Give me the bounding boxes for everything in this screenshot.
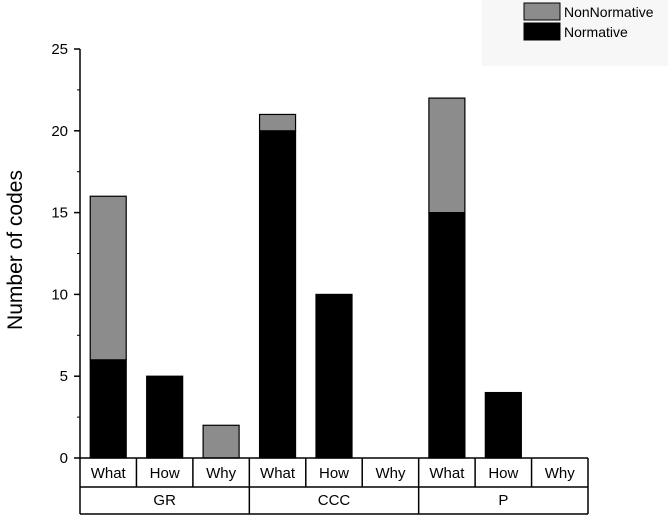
bar-normative-gr-how [146, 375, 184, 459]
bars [89, 97, 522, 459]
legend: NonNormative Normative [482, 0, 668, 66]
y-tick-label: 25 [51, 41, 68, 58]
bar-nonnormative-gr-what [89, 195, 127, 361]
legend-label-normative: Normative [564, 24, 628, 40]
x-category-label: What [91, 465, 127, 482]
x-group-label: P [498, 492, 508, 509]
bar-normative-p-what [428, 212, 466, 459]
bar-normative-ccc-what [258, 130, 297, 459]
legend-background [482, 0, 668, 66]
x-category-label: How [319, 465, 349, 482]
x-group-label: CCC [318, 492, 351, 509]
y-axis-ticks: 0 5 10 15 20 25 [51, 41, 80, 467]
bar-normative-gr-what [89, 359, 127, 459]
x-axis-labels: What How Why What How Why What How Why GR CCC P [91, 465, 576, 509]
bar-normative-ccc-how [315, 293, 353, 459]
y-tick-label: 0 [60, 450, 68, 467]
y-tick-label: 15 [51, 205, 68, 222]
x-category-label: What [429, 465, 465, 482]
bar-normative-p-how [484, 391, 522, 459]
x-category-label: How [488, 465, 518, 482]
x-category-label: How [150, 465, 180, 482]
y-tick-label: 10 [51, 286, 68, 303]
y-tick-label: 20 [51, 123, 68, 140]
x-category-label: Why [545, 465, 576, 482]
bar-nonnormative-ccc-what [258, 113, 297, 132]
x-category-label: Why [206, 465, 237, 482]
y-tick-label: 5 [60, 368, 68, 385]
axes [79, 49, 589, 515]
legend-swatch-normative [523, 22, 561, 41]
x-category-label: What [260, 465, 296, 482]
bar-nonnormative-p-what [428, 97, 466, 214]
x-group-label: GR [153, 492, 176, 509]
legend-swatch-nonnormative [523, 2, 561, 21]
y-axis-title: Number of codes [4, 170, 27, 330]
legend-label-nonnormative: NonNormative [564, 4, 654, 20]
x-category-label: Why [375, 465, 406, 482]
bar-nonnormative-gr-why [202, 424, 240, 459]
